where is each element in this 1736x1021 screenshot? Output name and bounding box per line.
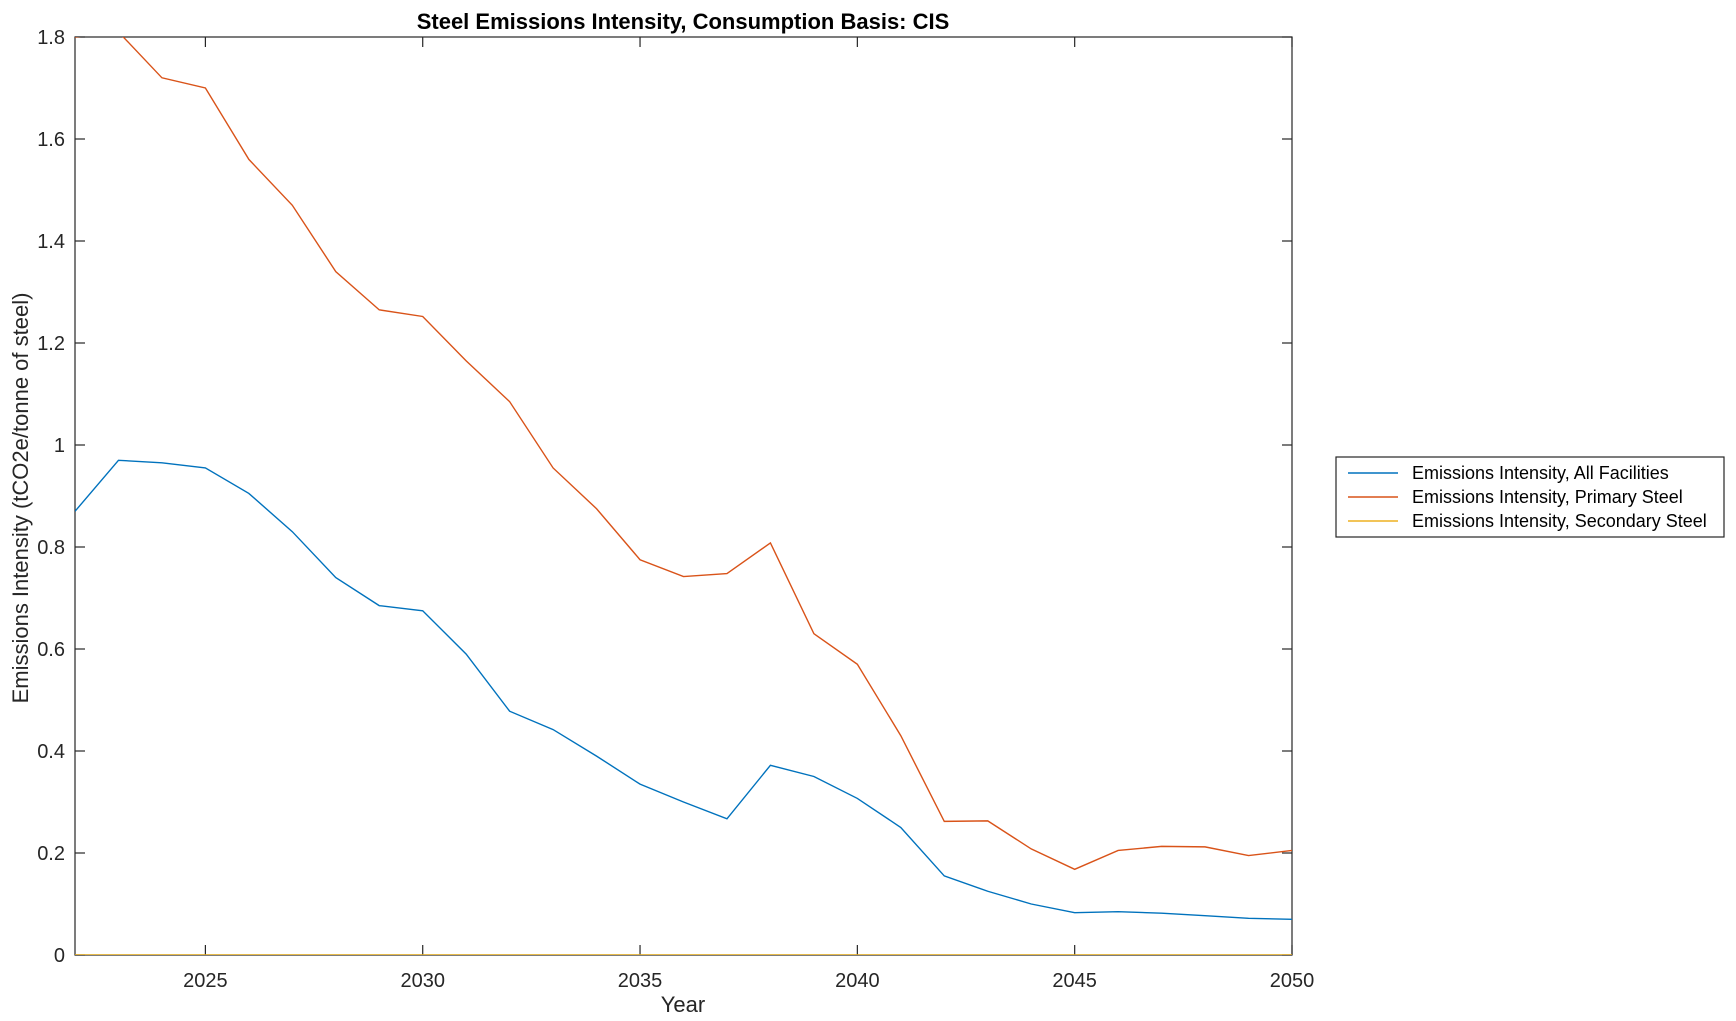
y-tick-label: 0.2 [37,843,65,865]
series-line-1 [75,459,1292,920]
x-tick-label: 2025 [183,970,228,992]
legend: Emissions Intensity, All Facilities Emiss… [1335,456,1725,538]
legend-box [1335,456,1725,538]
plot-area: 2025 2030 2035 2040 2045 2050 0 0.2 0.4 0.6 0.8 1 1.… [37,27,1314,992]
y-axis-label: Emissions Intensity (tCO2e/tonne of stee… [8,293,33,704]
x-tick-label: 2030 [400,970,445,992]
y-tick-label: 0.6 [37,639,65,661]
y-tick-label: 0.4 [37,741,65,763]
legend-entry: Emissions Intensity, Primary Steel [1412,487,1683,507]
y-tick-label: 1.8 [37,27,65,49]
legend-entry: Emissions Intensity, Secondary Steel [1412,511,1707,531]
y-tick-label: 1.4 [37,231,65,253]
axes-box [74,36,1293,956]
x-tick-label: 2035 [618,970,663,992]
y-tick-label: 1 [54,435,65,457]
x-axis-label: Year [661,992,705,1017]
x-tick-label: 2050 [1270,970,1315,992]
y-tick-label: 1.6 [37,129,65,151]
y-tick-label: 1.2 [37,333,65,355]
series-line-2 [75,37,1292,871]
legend-entry: Emissions Intensity, All Facilities [1412,463,1669,483]
y-tick-label: 0 [54,945,65,967]
x-tick-label: 2040 [835,970,880,992]
y-tick-label: 0.8 [37,537,65,559]
chart-title: Steel Emissions Intensity, Consumption B… [417,9,950,34]
x-tick-label: 2045 [1052,970,1097,992]
